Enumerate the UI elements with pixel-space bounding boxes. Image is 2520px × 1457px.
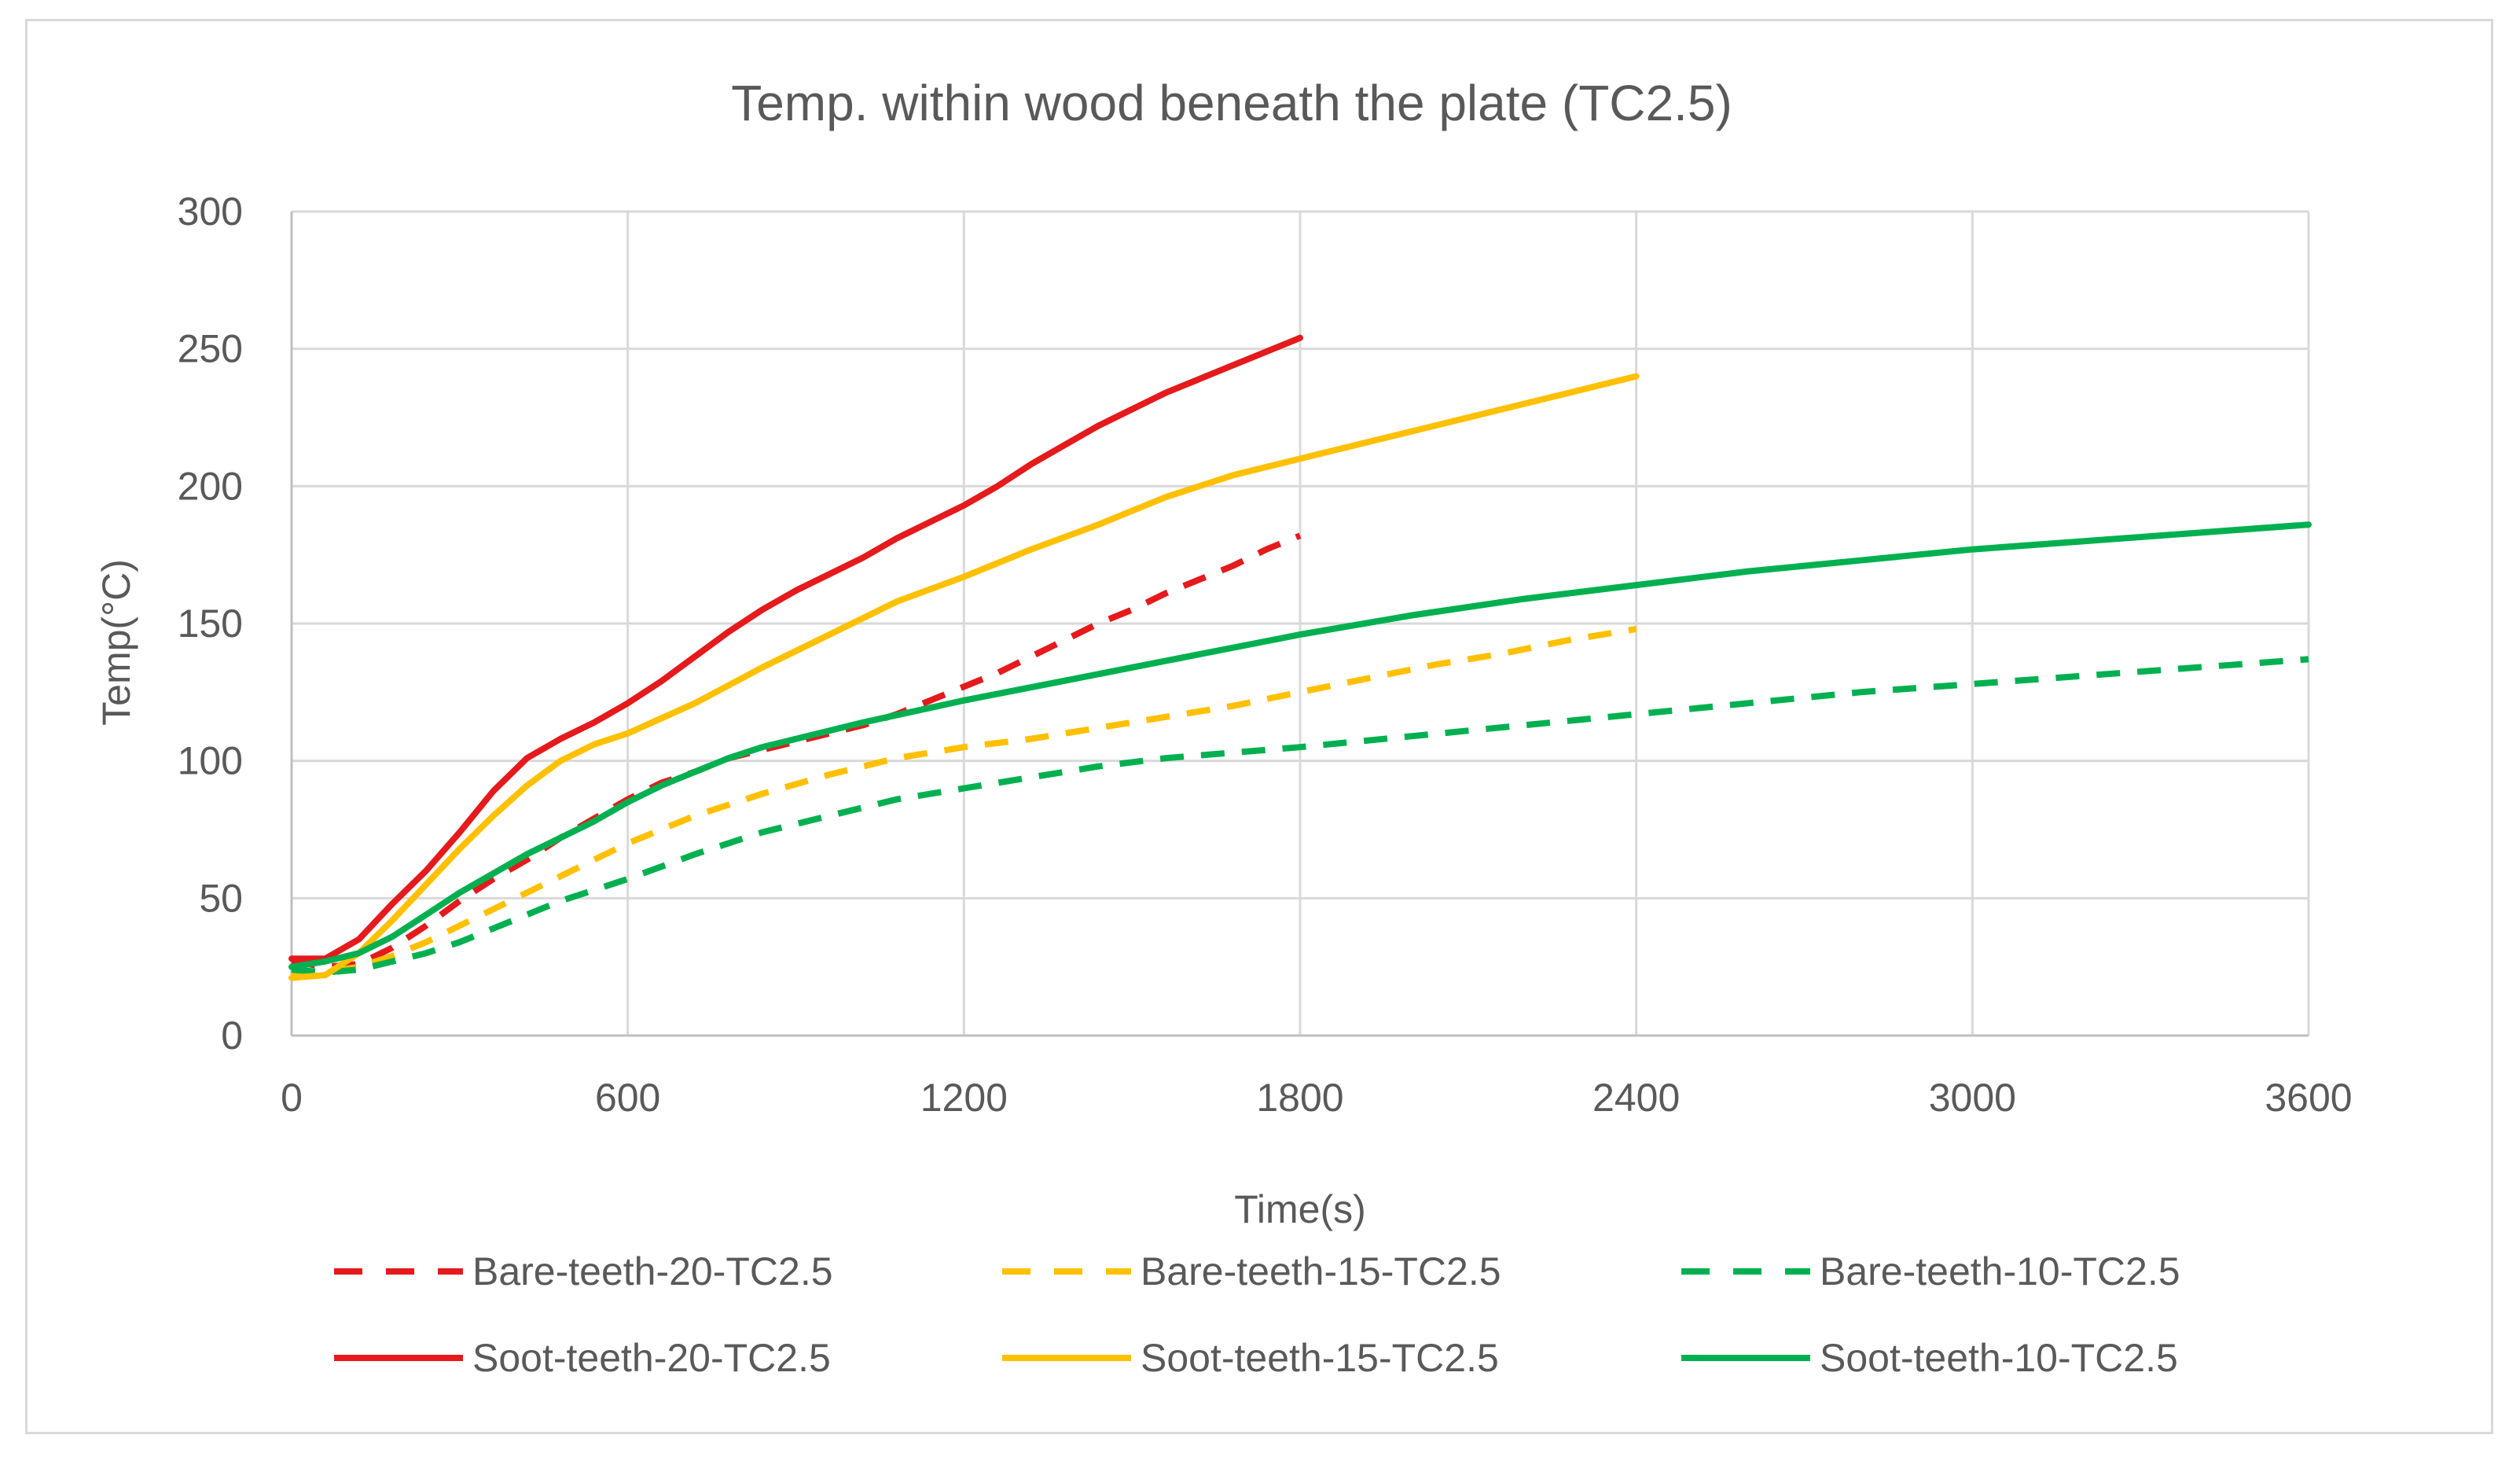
series-line-bare-teeth-15-tc2-5 <box>291 626 1637 979</box>
x-tick-label: 0 <box>281 1076 303 1120</box>
legend-label: Bare-teeth-15-TC2.5 <box>1141 1249 1501 1293</box>
y-tick-label: 300 <box>178 189 243 234</box>
legend-entry: Soot-teeth-15-TC2.5 <box>1002 1336 1499 1380</box>
legend-entry: Bare-teeth-15-TC2.5 <box>1002 1249 1501 1293</box>
y-tick-label: 200 <box>178 464 243 508</box>
legend-entry: Soot-teeth-10-TC2.5 <box>1681 1336 2178 1380</box>
x-tick-label: 3000 <box>1929 1076 2016 1120</box>
y-axis-title: Temp(°C) <box>94 559 138 726</box>
x-tick-label: 600 <box>595 1076 660 1120</box>
x-tick-label: 1200 <box>920 1076 1008 1120</box>
y-tick-label: 100 <box>178 739 243 783</box>
chart-title: Temp. within wood beneath the plate (TC2… <box>731 75 1732 131</box>
series-line-soot-teeth-15-tc2-5 <box>288 373 1640 981</box>
x-axis-title: Time(s) <box>1234 1187 1366 1231</box>
x-tick-label: 3600 <box>2265 1076 2352 1120</box>
axes <box>290 212 2309 1037</box>
legend: Bare-teeth-20-TC2.5 Bare-teeth-15-TC2.5 Ba… <box>334 1249 2180 1380</box>
series-line-bare-teeth-10-tc2-5 <box>291 656 2309 976</box>
legend-label: Bare-teeth-20-TC2.5 <box>472 1249 833 1293</box>
y-tick-label: 50 <box>199 876 243 920</box>
y-tick-label: 0 <box>221 1014 243 1058</box>
legend-entry: Bare-teeth-20-TC2.5 <box>334 1249 833 1293</box>
x-tick-label: 2400 <box>1592 1076 1680 1120</box>
chart-frame: Temp. within wood beneath the plate (TC2… <box>25 19 2493 1434</box>
legend-label: Soot-teeth-10-TC2.5 <box>1820 1336 2178 1380</box>
legend-entry: Soot-teeth-20-TC2.5 <box>334 1336 831 1380</box>
series <box>288 334 2312 981</box>
series-line-soot-teeth-10-tc2-5 <box>288 521 2312 970</box>
series-line-soot-teeth-20-tc2-5 <box>288 334 1303 962</box>
legend-entry: Bare-teeth-10-TC2.5 <box>1681 1249 2180 1293</box>
y-tick-label: 150 <box>178 602 243 646</box>
x-tick-label: 1800 <box>1256 1076 1343 1120</box>
legend-label: Bare-teeth-10-TC2.5 <box>1820 1249 2180 1293</box>
y-tick-label: 250 <box>178 327 243 371</box>
line-chart: Temp. within wood beneath the plate (TC2… <box>94 75 2353 1380</box>
legend-label: Soot-teeth-15-TC2.5 <box>1141 1336 1499 1380</box>
grid <box>292 210 2310 1036</box>
legend-label: Soot-teeth-20-TC2.5 <box>472 1336 831 1380</box>
